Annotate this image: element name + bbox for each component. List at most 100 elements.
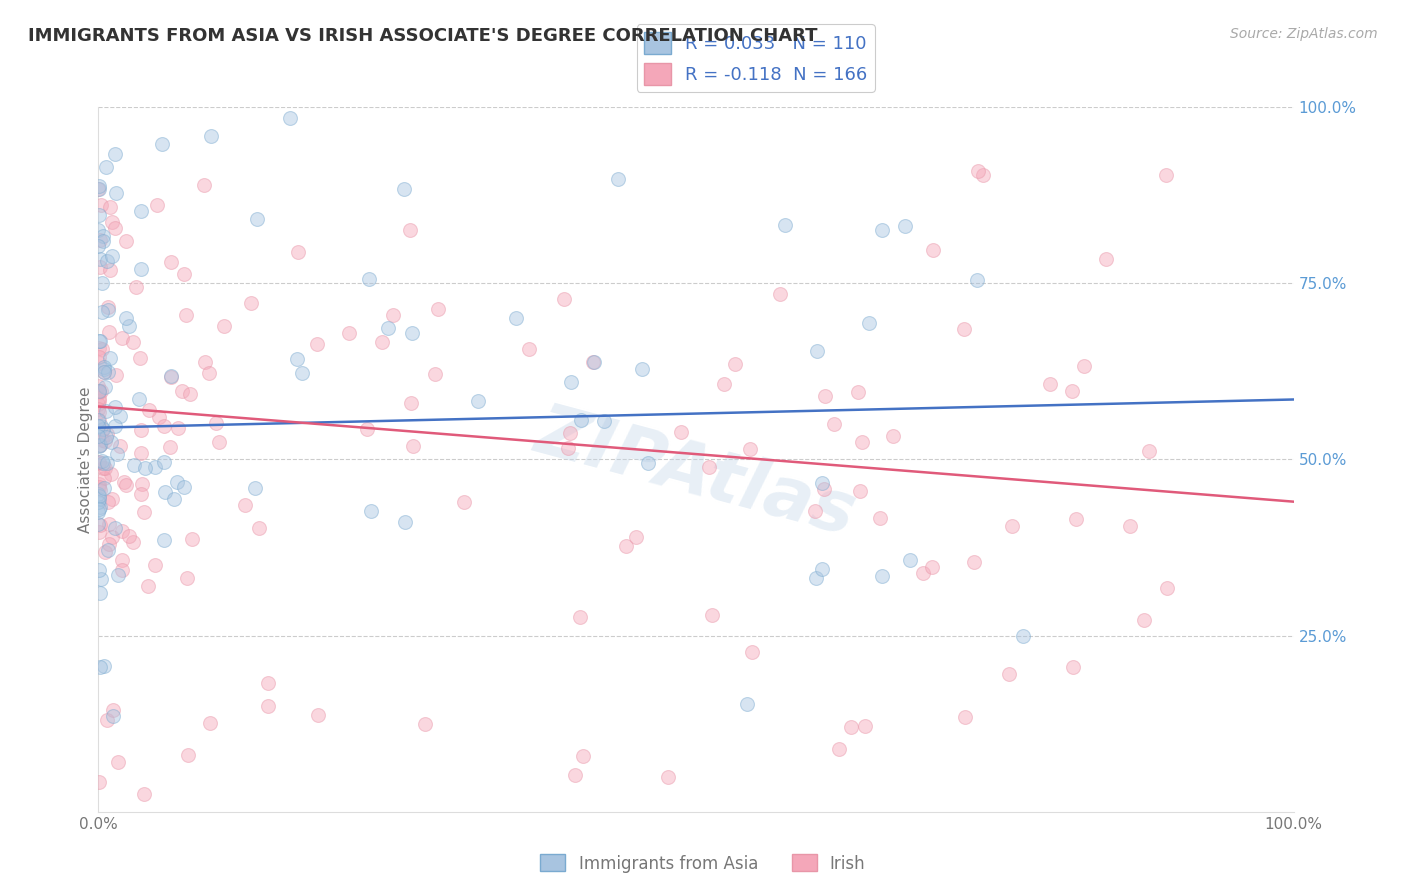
Point bbox=[200, 129, 222, 144]
Point bbox=[737, 698, 759, 712]
Point bbox=[97, 495, 120, 509]
Point bbox=[193, 178, 215, 193]
Point bbox=[115, 311, 138, 326]
Point bbox=[87, 487, 110, 501]
Point bbox=[89, 405, 111, 419]
Point bbox=[828, 742, 851, 756]
Point bbox=[97, 302, 120, 317]
Point bbox=[287, 244, 309, 259]
Point bbox=[359, 272, 381, 286]
Point bbox=[581, 355, 603, 369]
Point bbox=[160, 370, 183, 384]
Point bbox=[453, 495, 475, 509]
Point bbox=[129, 487, 152, 501]
Point bbox=[180, 532, 202, 546]
Point bbox=[572, 748, 595, 763]
Point bbox=[697, 460, 720, 475]
Point bbox=[1095, 252, 1118, 267]
Point bbox=[97, 365, 120, 379]
Point bbox=[90, 384, 112, 398]
Point bbox=[101, 530, 124, 544]
Point bbox=[87, 223, 110, 237]
Point bbox=[159, 440, 181, 454]
Point bbox=[1137, 444, 1160, 458]
Point bbox=[813, 482, 835, 496]
Point bbox=[96, 161, 118, 175]
Point bbox=[87, 351, 110, 365]
Point bbox=[104, 368, 127, 383]
Point bbox=[122, 334, 145, 349]
Point bbox=[87, 428, 110, 442]
Point bbox=[155, 484, 177, 499]
Point bbox=[626, 530, 648, 544]
Point bbox=[804, 571, 827, 585]
Point bbox=[97, 517, 120, 532]
Point bbox=[291, 367, 314, 381]
Point bbox=[97, 325, 120, 339]
Point bbox=[998, 666, 1021, 681]
Point bbox=[371, 335, 394, 350]
Point bbox=[93, 659, 115, 673]
Point bbox=[112, 475, 135, 489]
Point bbox=[111, 563, 134, 577]
Point bbox=[243, 481, 266, 495]
Point bbox=[401, 326, 423, 341]
Point bbox=[953, 322, 976, 336]
Point bbox=[1039, 377, 1062, 392]
Point bbox=[87, 179, 110, 194]
Point bbox=[96, 404, 118, 418]
Point bbox=[93, 365, 115, 379]
Point bbox=[247, 521, 270, 535]
Point bbox=[305, 337, 328, 351]
Point bbox=[159, 255, 181, 269]
Point bbox=[148, 410, 170, 425]
Point bbox=[91, 461, 114, 475]
Point bbox=[91, 229, 114, 244]
Point bbox=[97, 542, 120, 557]
Point bbox=[111, 331, 134, 345]
Point bbox=[399, 223, 422, 237]
Point bbox=[846, 384, 869, 399]
Point bbox=[110, 439, 132, 453]
Point bbox=[91, 422, 114, 436]
Point bbox=[173, 267, 195, 281]
Point bbox=[105, 186, 128, 200]
Point bbox=[89, 483, 111, 498]
Point bbox=[893, 219, 915, 234]
Point bbox=[96, 713, 118, 727]
Point bbox=[89, 502, 111, 516]
Point bbox=[111, 524, 134, 539]
Point bbox=[98, 537, 121, 551]
Point bbox=[858, 316, 880, 330]
Point bbox=[394, 182, 416, 196]
Point bbox=[89, 438, 111, 452]
Point bbox=[104, 400, 127, 414]
Point bbox=[87, 476, 110, 491]
Point bbox=[91, 276, 114, 290]
Point bbox=[87, 489, 110, 503]
Point bbox=[630, 361, 652, 376]
Point bbox=[963, 556, 986, 570]
Point bbox=[356, 422, 378, 436]
Point bbox=[87, 505, 110, 519]
Point bbox=[132, 787, 155, 801]
Point bbox=[91, 456, 114, 470]
Point bbox=[93, 460, 115, 475]
Point bbox=[467, 393, 489, 408]
Point bbox=[87, 182, 110, 196]
Point bbox=[173, 480, 195, 494]
Point bbox=[87, 384, 110, 398]
Point bbox=[94, 545, 117, 559]
Point bbox=[150, 136, 173, 151]
Point bbox=[118, 529, 141, 543]
Point bbox=[1001, 519, 1024, 533]
Legend: Immigrants from Asia, Irish: Immigrants from Asia, Irish bbox=[534, 847, 872, 880]
Point bbox=[89, 517, 111, 532]
Point bbox=[1133, 613, 1156, 627]
Point bbox=[108, 409, 131, 423]
Point bbox=[97, 300, 120, 314]
Point bbox=[194, 355, 217, 369]
Point bbox=[773, 219, 796, 233]
Point bbox=[256, 699, 278, 714]
Point bbox=[240, 296, 263, 310]
